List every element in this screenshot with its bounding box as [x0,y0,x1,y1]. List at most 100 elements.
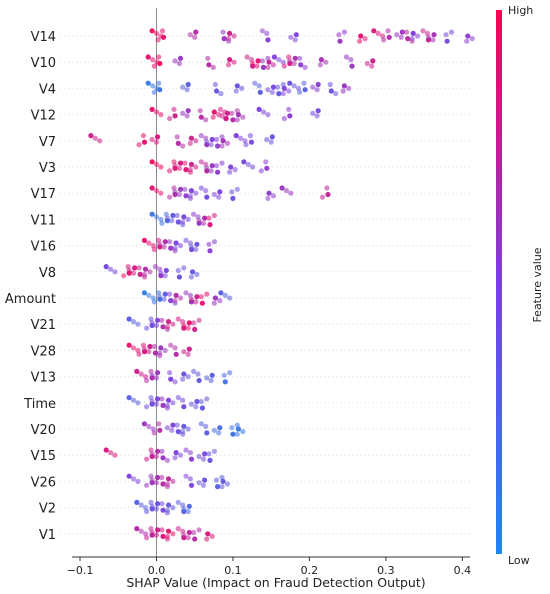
shap-point [265,55,271,61]
shap-point [286,88,292,94]
shap-point [153,532,160,538]
shap-point [444,38,450,44]
shap-point [161,296,167,302]
shap-point [188,188,194,194]
shap-point [172,345,178,351]
shap-point [112,452,118,458]
shap-point [149,503,155,509]
shap-point [265,37,271,43]
shap-point [180,397,186,403]
shap-point [162,347,168,353]
shap-point [219,113,225,119]
shap-point [279,185,285,191]
shap-point [287,80,293,86]
shap-point [161,244,167,250]
shap-point [224,110,231,116]
shap-point [263,159,269,165]
shap-point [137,271,143,277]
shap-point [181,532,187,538]
shap-point [298,62,304,68]
shap-point [276,57,282,63]
shap-point [281,115,287,122]
shap-point [260,64,267,70]
shap-point [188,482,195,488]
shap-point [324,185,330,191]
shap-point [288,190,294,196]
shap-point [217,425,223,431]
shap-point [220,138,226,144]
shap-point [143,374,149,380]
shap-point [153,188,160,194]
shap-point [171,159,177,165]
shap-point [193,164,199,170]
shap-point [172,58,178,64]
shap-point [318,57,324,63]
shap-point [341,83,347,89]
shap-point [270,84,276,90]
shap-point [153,401,160,407]
shap-point [157,60,163,67]
shap-point [163,211,169,217]
shap-point [221,36,227,42]
shap-point [156,237,162,243]
shap-point [170,531,176,537]
shap-point [221,372,227,378]
shap-point [162,291,168,297]
shap-point [227,169,233,175]
shap-point [187,167,193,173]
shap-point [191,320,197,326]
shap-point [149,477,155,483]
shap-point [149,211,155,217]
shap-point [225,62,232,68]
shap-point [291,60,297,67]
shap-point [188,274,194,280]
shap-point [135,478,141,484]
shap-point [195,371,201,377]
shap-point [148,499,154,505]
shap-point [148,447,154,453]
shap-point [187,292,193,298]
shap-point [314,113,320,119]
shap-point [198,133,204,139]
shap-point [175,499,181,505]
shap-point [217,189,223,195]
feature-label: Amount [5,292,56,307]
shap-point [153,214,160,220]
shap-point [177,186,184,192]
shap-point [196,453,202,460]
shap-point [266,59,272,65]
shap-point [240,429,246,435]
shap-point [364,60,370,67]
shap-point [172,163,178,169]
shap-point [147,269,153,275]
shap-point [210,64,216,70]
shap-point [138,502,144,508]
shap-point [141,271,147,277]
shap-point [204,430,210,436]
shap-point [233,88,239,94]
x-tick-label: 0.1 [224,564,242,577]
shap-point [270,62,276,68]
shap-point [168,245,174,251]
shap-point [386,34,392,40]
shap-point [325,191,331,198]
shap-point [136,265,142,271]
shap-point [163,267,169,274]
shap-point [185,508,191,515]
shap-point [287,113,293,119]
shap-point [385,28,391,34]
shap-point [398,34,404,40]
shap-point [250,60,256,67]
shap-point [231,59,237,65]
shap-point [162,273,168,279]
shap-point [176,191,182,198]
shap-point [156,54,162,60]
shap-point [233,133,239,139]
shap-point [149,28,155,34]
shap-point [181,404,187,410]
shap-point [204,536,210,542]
shap-point [193,190,199,196]
shap-point [164,425,170,431]
shap-point [172,455,178,461]
shap-point [199,300,205,306]
